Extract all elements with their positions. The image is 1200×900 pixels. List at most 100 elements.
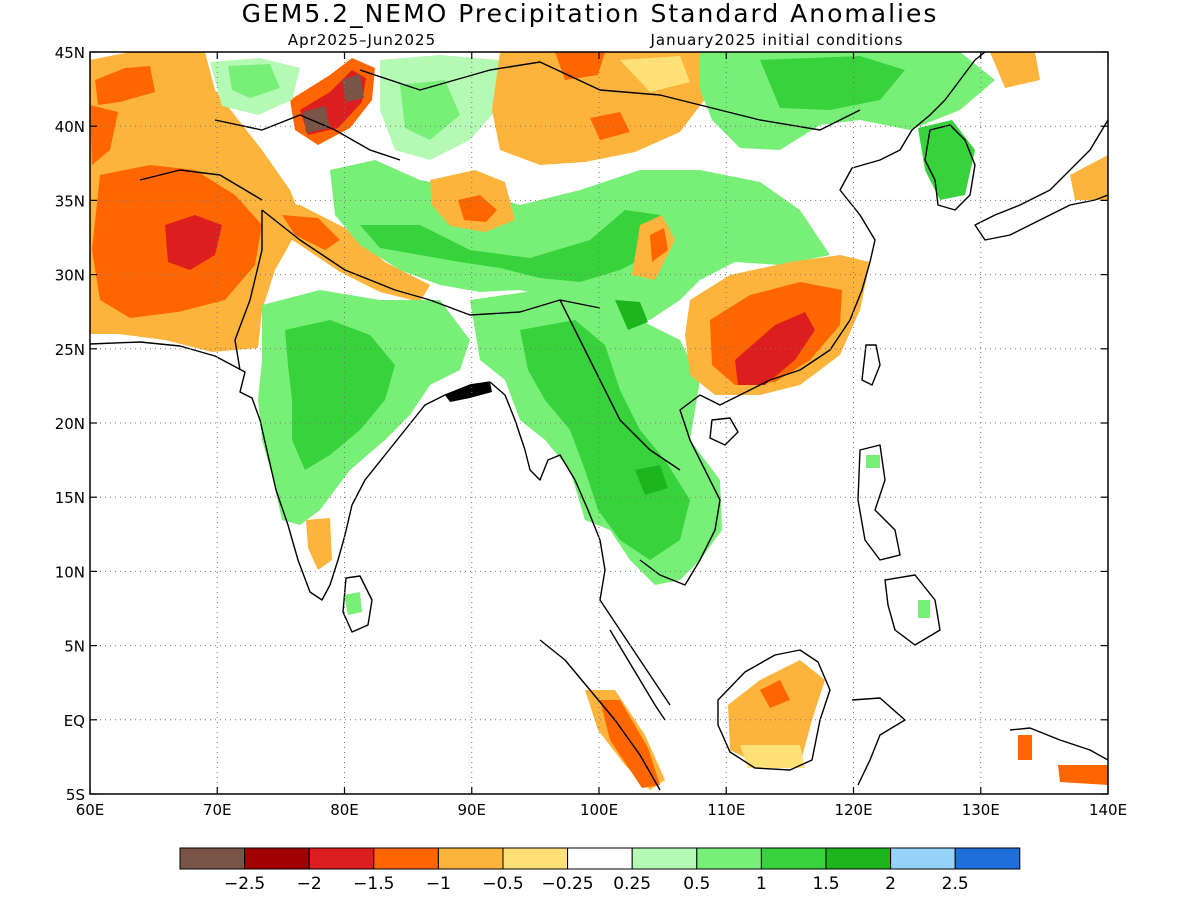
colorbar-swatch — [308, 847, 375, 870]
colorbar: −2.5 −2 −1.5 −1 −0.5 −0.25 0.25 0.5 1 1.5 2 2.5 — [179, 847, 1021, 894]
map-area — [90, 52, 1108, 794]
colorbar-swatch — [567, 847, 633, 870]
colorbar-swatch — [760, 847, 827, 870]
border-mongolia — [359, 61, 861, 131]
anomaly-region-tibet-wet-core — [360, 210, 660, 282]
anomaly-region-northern-plateau-wet-core — [400, 80, 460, 140]
colorbar-label: −0.25 — [542, 874, 594, 894]
anomaly-region-inner-mongolia-yellow — [620, 56, 690, 92]
anomaly-region-borneo-dry-core — [760, 680, 790, 708]
forecast-period-subtitle: Apr2025–Jun2025 — [288, 31, 436, 49]
colorbar-label: −2 — [297, 874, 322, 894]
coastline-japan — [974, 119, 1108, 241]
anomaly-region-kashmir-dry-core — [282, 215, 340, 250]
colorbar-swatch — [244, 847, 310, 870]
coastline-taiwan — [861, 344, 881, 386]
colorbar-label: −1 — [426, 874, 451, 894]
map-title: GEM5.2_NEMO Precipitation Standard Anoma… — [242, 0, 939, 28]
anomaly-region-korea-wet — [918, 120, 975, 200]
colorbar-swatch — [890, 847, 956, 870]
axis-ticks: 60E 70E 80E 90E 100E 110E 120E 130E 140E 45N 40N 35… — [55, 44, 1127, 819]
anomaly-region-caspian-dry — [90, 105, 118, 165]
coastline-malay-peninsula — [609, 629, 666, 721]
anomaly-region-manchuria-wet-core — [760, 56, 905, 110]
anomaly-region-pakistan-strongest — [165, 215, 222, 270]
anomaly-region-new-guinea-dry — [1058, 765, 1108, 785]
coastline-korea — [924, 124, 976, 211]
lat-tick-label: 45N — [55, 44, 85, 62]
lon-tick-label: 60E — [76, 801, 105, 819]
lat-tick-label: 10N — [55, 563, 85, 581]
coastline-bay-of-bengal-east — [489, 381, 671, 706]
lon-tick-label: 110E — [707, 801, 745, 819]
coastline-mindanao — [884, 574, 941, 646]
lon-tick-label: 80E — [330, 801, 359, 819]
colorbar-label: −1.5 — [353, 874, 394, 894]
coastline-arabian-sea-north — [90, 341, 261, 421]
colorbar-swatch — [696, 847, 762, 870]
coastline-india-west — [259, 381, 491, 601]
anomaly-region-taklamakan-dry-core — [458, 195, 497, 222]
border-central-asia — [214, 114, 401, 161]
border-indochina-internal — [559, 299, 681, 471]
lon-tick-label: 130E — [962, 801, 1000, 819]
coastlines — [90, 52, 1108, 791]
lon-tick-label: 140E — [1089, 801, 1127, 819]
anomaly-region-kerala-dry — [306, 518, 332, 570]
lat-tick-label: 30N — [55, 267, 85, 285]
coastline-sri-lanka — [342, 575, 373, 633]
colorbar-label: −2.5 — [224, 874, 265, 894]
colorbar-label: 2.5 — [942, 874, 969, 894]
colorbar-swatch — [437, 847, 504, 870]
anomaly-region-tianshan-extreme-west — [303, 106, 330, 133]
lon-tick-label: 70E — [203, 801, 232, 819]
lat-tick-label: 5S — [66, 786, 85, 804]
coastline-indochina — [639, 261, 871, 586]
anomaly-region-tianshan-extreme-east — [342, 74, 364, 102]
lon-tick-label: 120E — [834, 801, 872, 819]
lat-tick-label: EQ — [64, 712, 85, 730]
colorbar-label: −0.5 — [482, 874, 523, 894]
lon-tick-label: 90E — [457, 801, 486, 819]
lat-tick-label: 25N — [55, 341, 85, 359]
colorbar-swatch — [825, 847, 892, 870]
anomaly-region-new-guinea-dry-west — [1018, 735, 1032, 760]
coastline-luzon — [857, 444, 901, 561]
anomaly-region-mongolia-dry-core — [555, 52, 605, 80]
colorbar-swatch — [954, 847, 1021, 870]
colorbar-label: 1.5 — [812, 874, 839, 894]
bangladesh-delta-coast — [445, 382, 492, 402]
colorbar-swatch — [631, 847, 698, 870]
anomaly-region-japan-dry-south — [1070, 155, 1108, 200]
lon-tick-label: 100E — [580, 801, 618, 819]
coastline-sumatra — [539, 639, 661, 791]
colorbar-swatch — [502, 847, 569, 870]
anomaly-region-philippines-wet — [866, 455, 880, 468]
colorbar-swatch — [179, 847, 246, 870]
anomaly-region-japan-dry — [990, 52, 1040, 88]
anomaly-region-thailand-wet-strong — [615, 300, 648, 330]
anomaly-region-mindanao-wet — [918, 600, 930, 618]
lat-tick-label: 35N — [55, 192, 85, 210]
lat-lon-grid — [90, 52, 1108, 794]
colorbar-label: 0.25 — [613, 874, 651, 894]
lat-tick-label: 20N — [55, 415, 85, 433]
coastline-hainan — [709, 417, 739, 446]
colorbar-label: 1 — [756, 874, 767, 894]
coastline-new-guinea — [1009, 727, 1108, 761]
initial-conditions-subtitle: January2025 initial conditions — [650, 31, 904, 49]
anomaly-region-lake-wet — [635, 465, 668, 495]
lat-tick-label: 15N — [55, 489, 85, 507]
border-pakistan-india — [234, 210, 263, 371]
anomaly-region-sumatra-dry-core — [600, 700, 660, 788]
colorbar-label: 0.5 — [683, 874, 710, 894]
coastline-sulawesi — [851, 697, 906, 786]
anomaly-region-indochina-wet-core — [520, 320, 690, 560]
anomaly-region-india-wet-core — [285, 320, 395, 470]
anomaly-region-gansu-dry-core — [650, 228, 668, 262]
anomaly-region-borneo-yellow — [740, 745, 805, 768]
border-afghanistan — [139, 169, 263, 201]
colorbar-label: 2 — [885, 874, 896, 894]
colorbar-swatch — [373, 847, 439, 870]
